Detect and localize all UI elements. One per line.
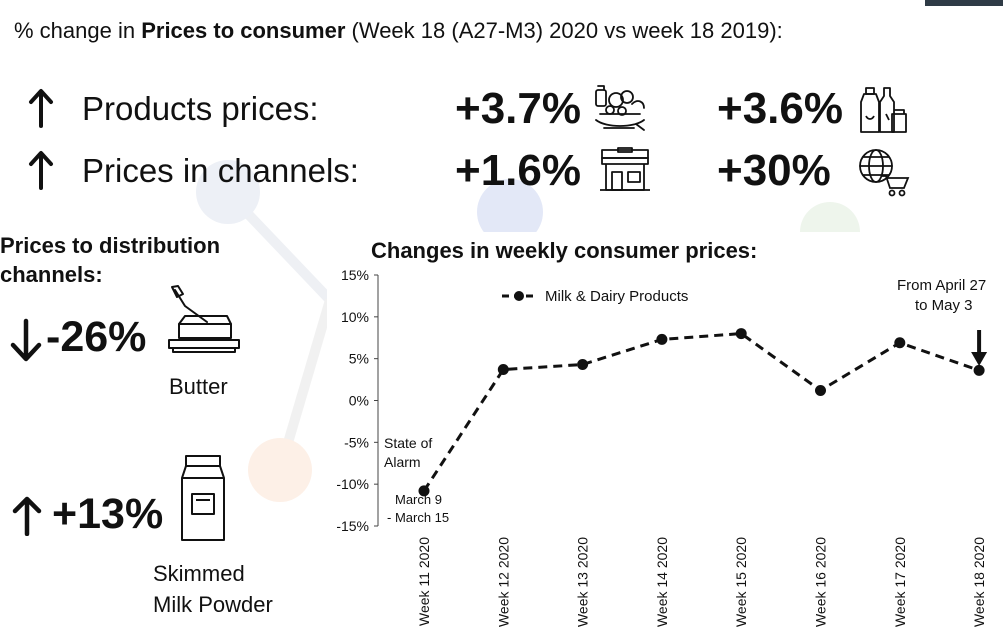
top-bar-strip [925,0,1003,6]
page-title: % change in Prices to consumer (Week 18 … [14,18,783,44]
data-point [735,328,747,340]
x-tick-label: Week 14 2020 [654,537,670,627]
y-tick-label: -5% [344,434,369,450]
x-tick-label: Week 11 2020 [416,537,432,626]
title-suffix: (Week 18 (A27-M3) 2020 vs week 18 2019): [345,18,783,43]
groceries-icon [595,85,645,131]
y-tick-label: 5% [349,351,369,367]
data-point [656,333,668,345]
x-tick-label: Week 16 2020 [813,537,829,627]
dairy-bottles-icon [860,87,907,133]
annotation-march-line1: March 9 [395,492,442,507]
milk-carton-icon [181,455,225,541]
kpi-value-store: +1.6% [455,146,581,195]
annotation-state-of-alarm-line1: State of [384,435,432,451]
title-bold: Prices to consumer [141,18,346,43]
series-line-milk-dairy [422,332,980,492]
data-point [894,337,906,349]
annotation-from-april-line1: From April 27 [897,277,986,294]
x-tick-label: Week 15 2020 [733,537,749,627]
data-point [418,485,430,497]
legend-marker [514,291,524,301]
arrow-up-icon [12,496,42,536]
annotation-state-of-alarm-line2: Alarm [384,454,421,470]
online-shopping-cart-icon [859,149,910,197]
butter-label: Butter [169,371,228,402]
kpi-label-products: Products prices: [82,90,319,127]
legend-label: Milk & Dairy Products [545,288,688,305]
kpi-value-online: +30% [717,146,831,195]
milk-powder-label-line2: Milk Powder [153,592,273,617]
title-prefix: % change in [14,18,142,43]
x-tick-label: Week 17 2020 [892,537,908,627]
arrow-up-icon [29,151,53,190]
data-point [577,359,589,371]
x-tick-label: Week 12 2020 [495,537,511,627]
annotation-from-april-line2: to May 3 [915,297,973,314]
x-tick-label: Week 18 2020 [971,537,987,627]
data-point [497,364,509,376]
butter-label-line1: Butter [169,374,228,399]
milk-powder-label-line1: Skimmed [153,561,245,586]
butter-change-value: -26% [46,313,147,361]
weekly-prices-chart: Changes in weekly consumer prices: 15% 10… [327,232,1003,629]
arrow-down-icon [10,318,42,362]
distribution-title: Prices to distribution channels: [0,231,220,289]
store-icon [600,147,650,191]
distribution-title-line2: channels: [0,262,103,287]
y-tick-label: -10% [336,476,369,492]
distribution-title-line1: Prices to distribution [0,233,221,258]
annotation-march-line2: - March 15 [387,510,449,525]
kpi-value-products: +3.7% [455,84,581,133]
kpi-row-channels: Prices in channels: +1.6% +30% [0,146,1003,197]
kpi-value-dairy: +3.6% [717,84,843,133]
data-point [973,364,985,376]
y-tick-label: 15% [341,267,369,283]
chart-canvas: 15% 10% 5% 0% -5% -10% -15% Week 11 2020 Week 12… [336,267,988,627]
x-tick-label: Week 13 2020 [575,537,591,627]
milk-powder-change-value: +13% [52,490,164,538]
chart-title: Changes in weekly consumer prices: [371,238,758,263]
data-point [815,384,826,396]
milk-powder-label: Skimmed Milk Powder [153,558,273,620]
annotation-arrow-head [971,352,988,366]
kpi-label-channels: Prices in channels: [82,152,359,189]
y-tick-label: -15% [336,518,369,534]
kpi-row-products: Products prices: +3.7% +3.6% [0,84,1003,134]
arrow-up-icon [29,89,53,128]
y-tick-label: 0% [349,393,369,409]
y-tick-label: 10% [341,309,369,325]
butter-dish-icon [168,285,240,353]
